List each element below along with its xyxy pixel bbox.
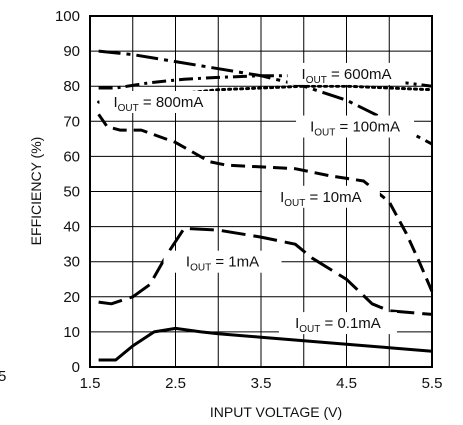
y-tick-labels: 0 10 20 30 40 50 60 70 80 90 100	[55, 8, 80, 376]
y-tick-label: 60	[63, 148, 80, 165]
x-axis-title: INPUT VOLTAGE (V)	[210, 404, 342, 420]
series-label-3: IOUT = 10mA	[280, 189, 362, 209]
plot-frame	[89, 15, 433, 368]
stray-tick-label: 5	[0, 368, 6, 385]
series-label-5: IOUT = 0.1mA	[295, 315, 381, 335]
series-line-4	[98, 226, 433, 316]
y-tick-label: 20	[63, 289, 80, 306]
series-label-4: IOUT = 1mA	[186, 254, 259, 274]
y-tick-label: 10	[63, 324, 80, 341]
y-tick-label: 90	[63, 43, 80, 60]
series-label-2: IOUT = 100mA	[310, 119, 400, 139]
y-tick-label: 40	[63, 219, 80, 236]
series-label-1: IOUT = 800mA	[113, 94, 203, 114]
x-tick-label: 4.5	[336, 375, 357, 392]
series-label-background	[163, 250, 282, 273]
series-group	[97, 49, 434, 362]
y-tick-label: 50	[63, 184, 80, 201]
y-tick-label: 100	[55, 8, 80, 25]
series-label-background	[99, 90, 218, 113]
series-label-0: IOUT = 600mA	[302, 66, 392, 86]
y-tick-label: 70	[63, 113, 80, 130]
series-line-3	[97, 113, 434, 293]
y-tick-label: 0	[72, 359, 80, 376]
y-tick-label: 80	[63, 78, 80, 95]
series-label-background	[287, 62, 406, 85]
series-label-background	[261, 185, 380, 208]
x-tick-label: 1.5	[80, 375, 101, 392]
x-tick-label: 2.5	[165, 375, 186, 392]
series-label-background	[278, 312, 397, 335]
series-labels: IOUT = 600mA IOUT = 800mA IOUT = 100mA IOUT…	[99, 62, 415, 335]
x-tick-label: 3.5	[251, 375, 272, 392]
series-line-5	[98, 326, 433, 362]
y-axis-title: EFFICIENCY (%)	[28, 137, 44, 246]
x-tick-labels: 1.5 2.5 3.5 4.5 5.5	[80, 375, 443, 392]
y-tick-label: 30	[63, 254, 80, 271]
series-label-background	[296, 115, 415, 138]
series-line-2	[98, 49, 433, 146]
x-tick-label: 5.5	[422, 375, 443, 392]
